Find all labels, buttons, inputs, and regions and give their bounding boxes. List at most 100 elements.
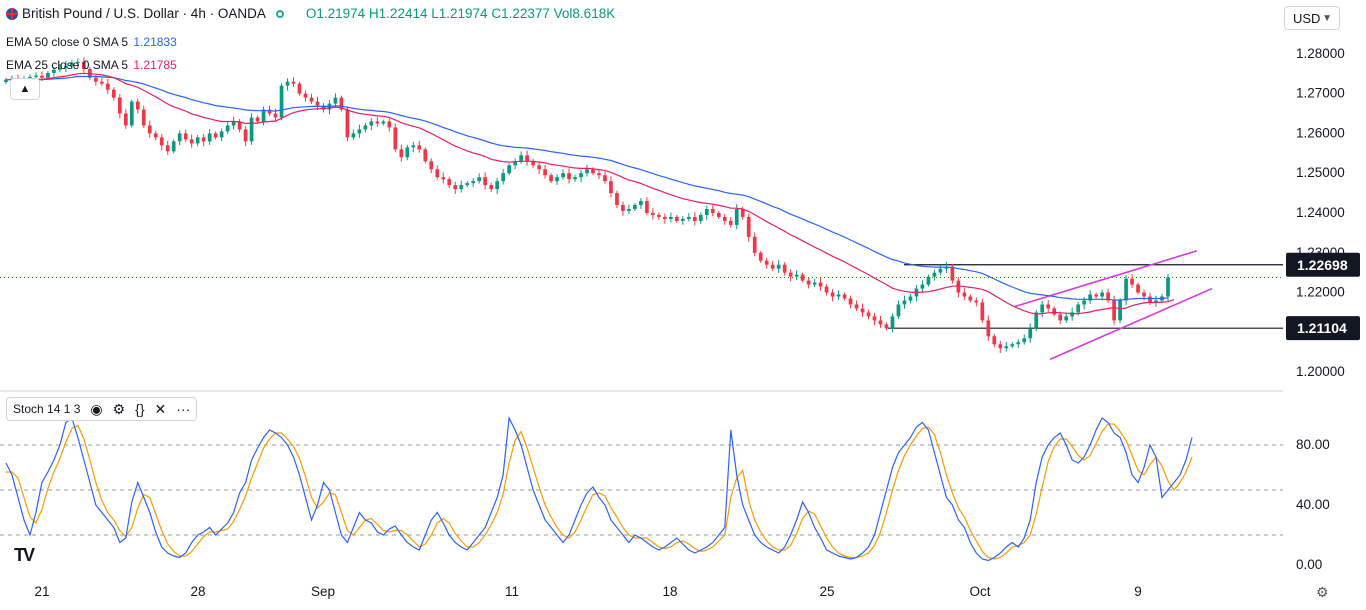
candle-body [722,216,727,221]
candle-body [99,81,104,84]
stoch-axis[interactable]: 80.00 40.00 0.00 [1296,437,1330,572]
candle-body [165,145,170,152]
candle-body [129,101,134,126]
candle-body [1148,296,1152,303]
price-axis[interactable]: 1.280001.270001.260001.250001.240001.230… [1286,46,1360,379]
candle-body [818,282,823,287]
time-tick-label: 25 [819,584,834,599]
candle-body [291,81,296,84]
close-icon[interactable]: ✕ [154,400,167,417]
candle-body [770,264,775,269]
candle-body [225,125,230,132]
braces-icon[interactable]: {} [135,401,145,417]
candle-body [417,145,422,150]
stoch-tick-label: 80.00 [1296,437,1330,452]
candle-body [1136,284,1140,293]
candle-body [195,137,200,144]
candle-body [746,216,751,237]
candle-body [597,173,601,176]
candle-body [261,109,266,122]
candle-body [902,300,907,305]
candle-body [423,149,428,162]
candle-body [171,141,176,152]
stoch-legend[interactable]: Stoch 14 1 3 ◉ ⚙ {} ✕ ··· [6,397,198,421]
candle-body [615,193,619,206]
volume-value: Vol8.618K [553,6,616,21]
currency-selector[interactable]: USD ▼ [1284,6,1340,30]
candle-body [1118,300,1122,321]
candle-body [938,268,943,273]
stoch-d-line [6,423,1193,560]
candle-body [758,252,763,261]
eye-icon[interactable]: ◉ [90,400,103,417]
ema25-legend[interactable]: EMA 25 close 0 SMA 5 1.21785 [6,58,177,72]
candle-body [363,125,368,130]
candle-body [297,83,302,94]
candle-body [884,324,889,329]
candle-body [219,131,224,138]
candle-body [123,113,128,126]
candle-body [4,79,8,83]
candle-body [1082,300,1086,305]
time-axis[interactable]: 21 28 Sep 11 18 25 Oct 9 [34,584,1141,599]
price-tick-label: 1.28000 [1296,46,1345,61]
gbp-usd-flag-icon [6,7,18,20]
chart-settings-icon[interactable]: ⚙ [1316,584,1329,600]
candle-body [189,139,194,144]
candle-body [405,147,410,158]
candle-body [710,209,715,213]
candle-body [58,67,62,70]
symbol-legend[interactable]: British Pound / U.S. Dollar · 4h · OANDA… [6,6,615,21]
candle-body [800,274,805,281]
candle-body [1034,312,1039,329]
ema-lines [6,72,1175,315]
candle-body [207,133,212,142]
more-icon[interactable]: ··· [176,401,191,417]
candle-body [52,69,56,73]
price-tick-label: 1.22000 [1296,285,1345,300]
tradingview-logo-icon[interactable]: TV [14,545,35,565]
candle-body [633,205,637,209]
candle-body [704,209,709,215]
candle-body [447,179,452,186]
candle-body [776,264,781,269]
rising-channel [1014,250,1213,361]
candle-body [686,216,691,219]
candle-body [351,133,356,138]
candle-body [339,97,344,110]
candle-body [1130,278,1134,285]
candle-body [932,272,937,277]
candle-body [1028,328,1033,339]
time-tick-label: 21 [34,584,49,599]
candle-body [657,214,661,217]
candle-body [890,316,895,329]
gear-icon[interactable]: ⚙ [112,400,126,417]
candle-body [1010,344,1015,347]
candle-body [357,129,362,134]
candlestick-series [4,57,1170,354]
symbol-title[interactable]: British Pound / U.S. Dollar · 4h · OANDA [22,6,266,21]
candle-body [728,220,733,225]
candle-body [1046,304,1051,309]
candle-body [249,117,254,142]
candle-body [147,125,152,134]
candle-body [231,121,236,126]
ema50-legend[interactable]: EMA 50 close 0 SMA 5 1.21833 [6,35,177,49]
candle-body [369,121,374,126]
collapse-legend-button[interactable]: ▲ [10,78,40,100]
candle-body [117,97,122,114]
stoch-k-line [5,415,1193,562]
candle-body [1094,294,1098,297]
candle-body [441,177,446,180]
candle-body [333,97,338,104]
candle-body [591,169,595,174]
candle-body [1016,342,1021,345]
open-value: O1.21974 [305,6,366,21]
candle-body [76,61,80,63]
candle-body [579,173,583,178]
candle-body [213,133,218,138]
candle-body [854,304,859,309]
candle-body [782,264,787,273]
candle-body [651,212,655,215]
